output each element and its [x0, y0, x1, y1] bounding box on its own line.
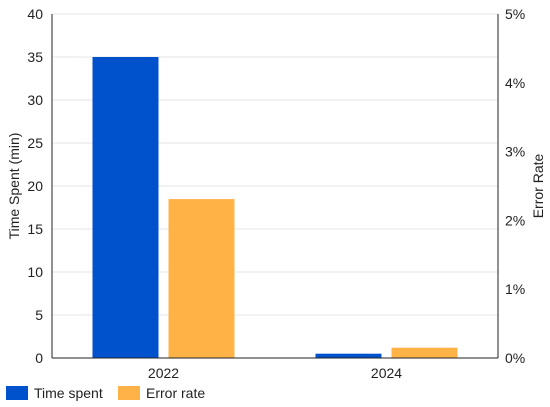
axes: [51, 14, 499, 359]
bars: [92, 57, 458, 358]
left-axis-title: Time Spent (min): [6, 133, 22, 240]
left-tick-label: 20: [27, 178, 43, 194]
left-tick-label: 30: [27, 92, 43, 108]
legend-label: Time spent: [34, 385, 103, 401]
bar-time-spent-2022: [92, 57, 159, 358]
bar-error-rate-2024: [391, 347, 458, 358]
x-tick-label: 2024: [371, 365, 402, 381]
right-axis-title: Error Rate: [530, 154, 546, 219]
x-tick-label: 2022: [148, 365, 179, 381]
legend-label: Error rate: [146, 385, 205, 401]
left-tick-label: 0: [35, 350, 43, 366]
bar-error-rate-2022: [168, 199, 235, 358]
left-tick-label: 40: [27, 6, 43, 22]
legend-swatch-time-spent: [6, 386, 28, 400]
legend-swatch-error-rate: [118, 386, 140, 400]
right-tick-label: 3%: [505, 144, 525, 160]
left-tick-label: 10: [27, 264, 43, 280]
legend: Time spent Error rate: [6, 385, 205, 401]
right-tick-label: 5%: [505, 6, 525, 22]
right-tick-label: 0%: [505, 350, 525, 366]
left-tick-label: 15: [27, 221, 43, 237]
right-tick-label: 1%: [505, 281, 525, 297]
left-tick-label: 25: [27, 135, 43, 151]
right-axis-ticks: 0% 1% 2% 3% 4% 5%: [505, 6, 525, 366]
left-tick-label: 5: [35, 307, 43, 323]
right-tick-label: 4%: [505, 75, 525, 91]
left-axis-ticks: 0 5 10 15 20 25 30 35 40: [27, 6, 43, 366]
right-tick-label: 2%: [505, 212, 525, 228]
x-axis-ticks: 2022 2024: [148, 365, 402, 381]
bar-time-spent-2024: [315, 353, 382, 358]
left-tick-label: 35: [27, 49, 43, 65]
